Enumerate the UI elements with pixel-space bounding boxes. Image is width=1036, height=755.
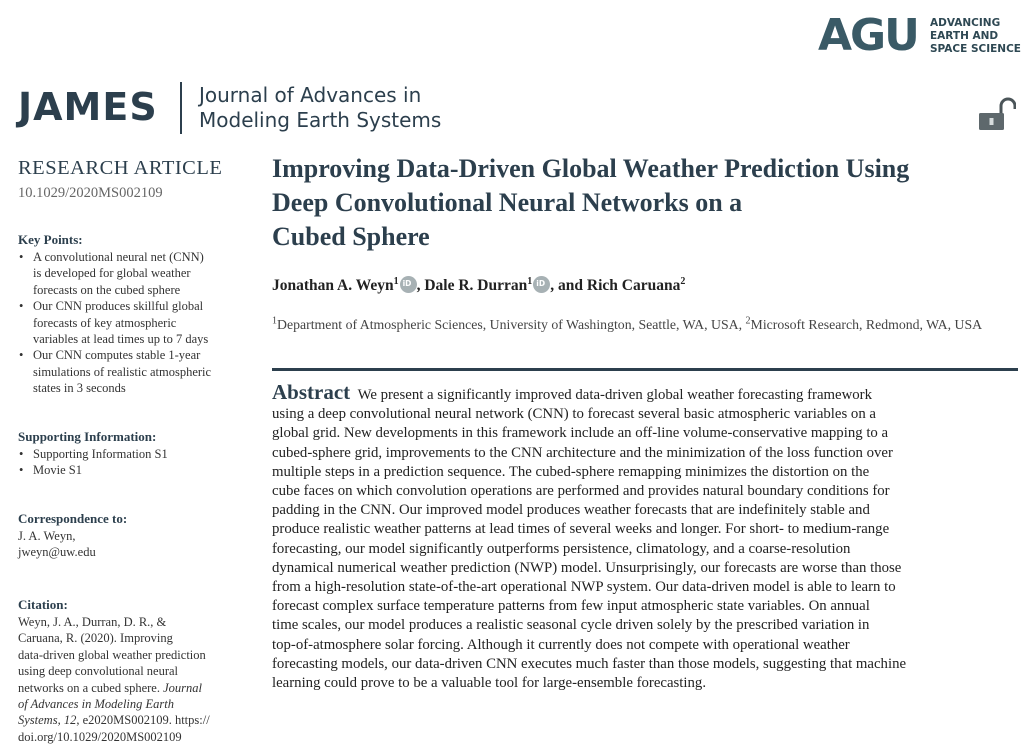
author-name[interactable]: Dale R. Durran — [424, 277, 528, 294]
author-affiliation-mark: 1 — [527, 275, 533, 287]
abstract-line: forecast complex surface temperature pat… — [272, 598, 870, 615]
correspondence-email[interactable]: jweyn@uw.edu — [18, 545, 96, 560]
citation-text-run: , e2020MS002109. https:// — [76, 713, 210, 728]
author-name[interactable]: Jonathan A. Weyn — [272, 277, 394, 294]
abstract-line: Abstract We present a significantly impr… — [272, 380, 1022, 405]
citation-line: Systems, 12, e2020MS002109. https:// — [18, 712, 243, 728]
supporting-item-s1[interactable]: Supporting Information S1 — [18, 446, 243, 463]
citation-journal: Journal — [163, 680, 202, 695]
title-line: Cubed Sphere — [272, 222, 430, 251]
citation: Citation: Weyn, J. A., Durran, D. R., & … — [18, 597, 243, 745]
list-item-line: states in 3 seconds — [33, 381, 126, 396]
abstract-line: using a deep convolutional neural networ… — [272, 406, 876, 423]
abstract-line: forecasting, our model significantly out… — [272, 540, 851, 557]
abstract-line: produce realistic weather patterns at le… — [272, 521, 890, 538]
journal-name: Journal of Advances in Modeling Earth Sy… — [199, 83, 441, 133]
abstract-line: cubed-sphere grid, improvements to the C… — [272, 444, 893, 461]
agu-tagline-line: ADVANCING — [930, 17, 1001, 29]
affiliation-text: Microsoft Research, Redmond, WA, USA — [750, 317, 983, 332]
agu-logo-mark: AGU — [818, 10, 920, 61]
abstract-line: learning could prove to be a valuable to… — [272, 675, 707, 692]
list-item-line: Our CNN computes stable 1-year — [33, 348, 201, 363]
supporting-item-movie[interactable]: Movie S1 — [18, 462, 243, 479]
citation-journal: Systems, 12 — [18, 713, 77, 728]
key-points-heading: Key Points: — [18, 232, 83, 247]
article-doi: 10.1029/2020MS002109 — [18, 185, 163, 201]
abstract-line: global grid. New developments in this fr… — [272, 425, 889, 442]
journal-name-line: Modeling Earth Systems — [199, 108, 442, 132]
agu-tagline: ADVANCING EARTH AND SPACE SCIENCE — [930, 17, 1021, 56]
citation-line: networks on a cubed sphere. Journal — [18, 680, 243, 696]
author-separator: , — [416, 277, 425, 294]
author-separator: , and — [550, 277, 587, 294]
citation-line: of Advances in Modeling Earth — [18, 696, 243, 712]
supporting-information: Supporting Information: Supporting Infor… — [18, 429, 243, 479]
agu-tagline-line: EARTH AND — [930, 30, 999, 42]
abstract-line: from a high-resolution state-of-the-art … — [272, 579, 896, 596]
list-item-line: forecasts of key atmospheric — [33, 315, 177, 330]
citation-journal: of Advances in Modeling Earth — [18, 697, 174, 712]
affiliation-number: 1 — [272, 315, 277, 327]
abstract: Abstract We present a significantly impr… — [272, 380, 1022, 693]
orcid-icon[interactable] — [533, 276, 551, 293]
abstract-line: multiple steps in a prediction sequence.… — [272, 463, 870, 480]
list-item-line: is developed for global weather — [33, 266, 191, 281]
citation-line: Caruana, R. (2020). Improving — [18, 631, 173, 646]
journal-abbrev: JAMES — [18, 85, 158, 129]
abstract-line: padding in the CNN. Our improved model p… — [272, 502, 870, 519]
abstract-line: cube faces on which convolution operatio… — [272, 483, 890, 500]
list-item-line: A convolutional neural net (CNN) — [33, 250, 204, 264]
list-item: Our CNN produces skillful global forecas… — [18, 298, 243, 347]
abstract-line: top-of-atmosphere solar forcing. Althoug… — [272, 636, 850, 653]
abstract-text-run: We present a significantly improved data… — [357, 387, 873, 403]
abstract-divider — [272, 368, 1018, 371]
title-line: Improving Data-Driven Global Weather Pre… — [272, 154, 910, 183]
key-points-list: A convolutional neural net (CNN) is deve… — [18, 249, 243, 397]
author-name[interactable]: Rich Caruana — [586, 277, 681, 294]
citation-line: data-driven global weather prediction — [18, 647, 206, 662]
list-item-line: Our CNN produces skillful global — [33, 299, 204, 314]
key-points: Key Points: A convolutional neural net (… — [18, 232, 243, 397]
citation-text-run: networks on a cubed sphere. — [18, 680, 164, 695]
unlocked-padlock-icon — [979, 97, 1016, 130]
journal-name-line: Journal of Advances in — [199, 83, 422, 107]
correspondence-heading: Correspondence to: — [18, 511, 128, 526]
supporting-heading: Supporting Information: — [18, 429, 157, 444]
affiliations: 1Department of Atmospheric Sciences, Uni… — [272, 314, 1017, 336]
list-item: A convolutional neural net (CNN) is deve… — [18, 249, 243, 298]
author-affiliation-mark: 1 — [393, 275, 399, 287]
citation-line: Weyn, J. A., Durran, D. R., & — [18, 615, 167, 629]
abstract-line: time scales, our model produces a realis… — [272, 617, 870, 634]
correspondence: Correspondence to: J. A. Weyn, jweyn@uw.… — [18, 511, 243, 561]
abstract-heading: Abstract — [272, 380, 351, 404]
orcid-icon[interactable] — [399, 276, 417, 293]
list-item-line: forecasts on the cubed sphere — [33, 282, 181, 297]
article-type: RESEARCH ARTICLE — [18, 157, 223, 179]
citation-text: Weyn, J. A., Durran, D. R., & Caruana, R… — [18, 614, 243, 745]
citation-heading: Citation: — [18, 597, 68, 612]
abstract-line: dynamical numerical weather prediction (… — [272, 559, 902, 576]
correspondence-name: J. A. Weyn, — [18, 529, 76, 543]
supporting-list: Supporting Information S1 Movie S1 — [18, 446, 243, 479]
title-line: Deep Convolutional Neural Networks on a — [272, 188, 743, 217]
citation-doi-link[interactable]: doi.org/10.1029/2020MS002109 — [18, 729, 182, 744]
journal-divider — [180, 82, 182, 134]
author-list: Jonathan A. Weyn1, Dale R. Durran1, and … — [272, 276, 685, 295]
list-item-line: simulations of realistic atmospheric — [33, 364, 212, 379]
abstract-line: forecasting models, our data-driven CNN … — [272, 655, 907, 672]
list-item-line: variables at lead times up to 7 days — [33, 332, 209, 347]
journal-banner: JAMES Journal of Advances in Modeling Ea… — [18, 82, 468, 134]
affiliation-number: 2 — [745, 315, 751, 327]
agu-logo: AGU ADVANCING EARTH AND SPACE SCIENCE — [818, 14, 1023, 58]
list-item: Our CNN computes stable 1-year simulatio… — [18, 347, 243, 396]
agu-tagline-line: SPACE SCIENCE — [930, 43, 1021, 55]
affiliation-text: Department of Atmospheric Sciences, Univ… — [277, 317, 746, 332]
citation-line: using deep convolutional neural — [18, 664, 179, 679]
article-title: Improving Data-Driven Global Weather Pre… — [272, 152, 1012, 254]
author-affiliation-mark: 2 — [680, 275, 686, 287]
